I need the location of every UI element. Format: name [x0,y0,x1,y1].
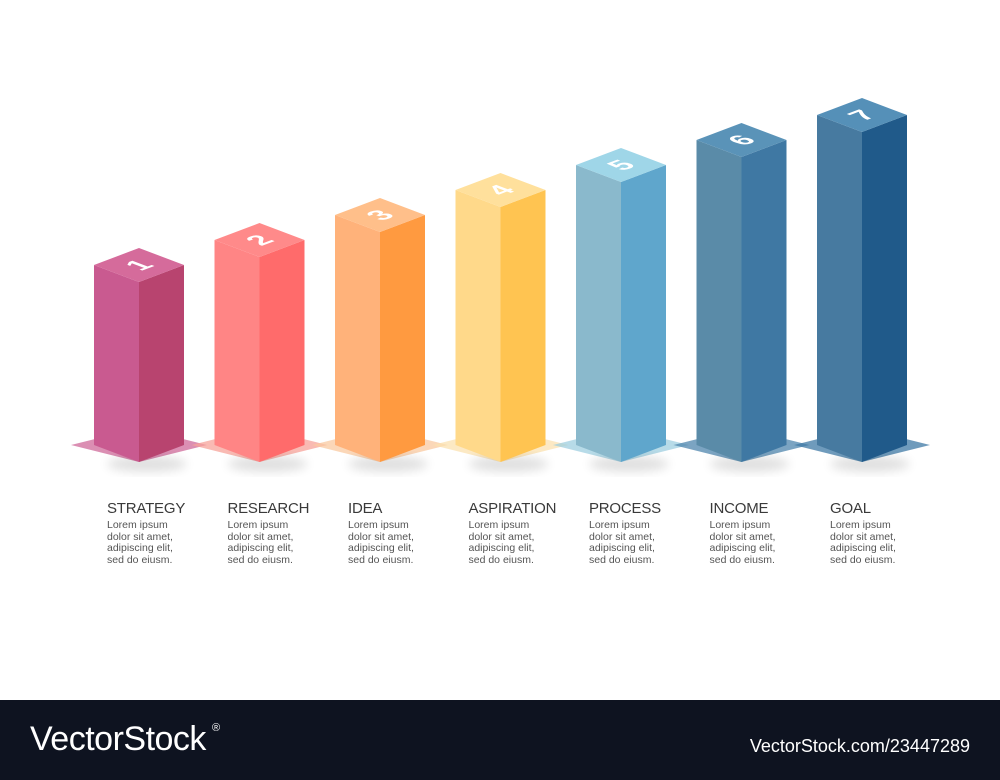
bar-left-face [817,115,862,462]
step-title: GOAL [830,500,871,517]
bar-right-face [259,240,305,462]
step-title: PROCESS [589,500,661,517]
step-description-line: adipiscing elit, [468,542,535,554]
bar-right-face [621,165,666,462]
step-title: RESEARCH [227,500,310,517]
step-description-line: sed do eiusm. [348,553,414,566]
step-description-line: sed do eiusm. [830,553,896,566]
bar-step-7: 7 [794,98,930,472]
step-description-line: dolor sit amet, [709,530,776,543]
bar-step-2: 2 [191,223,328,472]
bar-right-face [139,265,184,462]
step-description-line: sed do eiusm. [589,553,655,566]
step-description-line: Lorem ipsum [227,519,289,531]
bar-right-face [741,140,787,462]
step-description-line: dolor sit amet, [348,530,414,543]
bar-left-face [94,265,139,462]
step-description-line: adipiscing elit, [709,542,776,554]
step-description-line: Lorem ipsum [468,519,530,531]
step-description-line: adipiscing elit, [830,542,896,554]
step-title: IDEA [348,500,383,517]
bar-top-face [335,198,425,232]
bar-step-3: 3 [312,198,448,472]
bar-right-face [862,115,907,462]
step-caption-6: INCOME Lorem ipsum dolor sit amet, adipisci… [710,500,820,566]
step-description-line: adipiscing elit, [227,542,294,554]
bar-drop-shadow [830,456,910,472]
step-description-line: Lorem ipsum [589,519,650,531]
bar-top-face [817,98,907,132]
bar-left-face [576,165,621,462]
step-description-line: sed do eiusm. [709,553,775,566]
step-description-line: Lorem ipsum [107,519,168,531]
bar-step-6: 6 [673,123,810,472]
image-id-text: VectorStock.com/23447289 [749,736,970,756]
bar-left-face [696,140,742,462]
step-description-line: adipiscing elit, [107,542,173,554]
step-description-line: sed do eiusm. [107,553,173,566]
step-title: INCOME [709,500,769,517]
bar-top-face [94,248,184,282]
bar-left-face [214,240,260,462]
watermark-footer: VectorStock ® VectorStock.com/23447289 [0,700,1000,780]
bar-top-face [696,123,787,157]
step-description-line: dolor sit amet, [227,530,294,543]
step-caption-4: ASPIRATION Lorem ipsum dolor sit amet, adip… [469,500,579,566]
bar-drop-shadow [227,456,308,472]
bar-step-4: 4 [432,173,569,472]
bar-drop-shadow [468,456,549,472]
step-description-line: dolor sit amet, [589,530,655,543]
step-description-line: adipiscing elit, [589,542,655,554]
step-caption-2: RESEARCH Lorem ipsum dolor sit amet, adipis… [228,500,338,566]
bar-drop-shadow [709,456,790,472]
bar-top-face [455,173,546,207]
step-description-line: Lorem ipsum [830,519,891,531]
step-description-line: dolor sit amet, [830,530,896,543]
step-description-line: sed do eiusm. [227,553,293,566]
bar-right-face [500,190,546,462]
bar-drop-shadow [589,456,669,472]
bar-top-face [576,148,666,182]
bar-left-face [455,190,501,462]
step-caption-5: PROCESS Lorem ipsum dolor sit amet, adipisc… [589,500,699,566]
bar-drop-shadow [107,456,187,472]
bar-step-1: 1 [71,248,207,472]
bar-top-face [214,223,305,257]
step-caption-3: IDEA Lorem ipsum dolor sit amet, adipiscing… [348,500,458,566]
brand-logo-text: VectorStock [30,720,206,758]
bar-drop-shadow [348,456,428,472]
step-caption-1: STRATEGY Lorem ipsum dolor sit amet, adipis… [107,500,217,566]
bar-step-5: 5 [553,148,689,472]
step-title: ASPIRATION [468,500,557,517]
step-description-line: dolor sit amet, [468,530,535,543]
bar-left-face [335,215,380,462]
step-description-line: adipiscing elit, [348,542,414,554]
step-description-line: sed do eiusm. [468,553,534,566]
step-description-line: dolor sit amet, [107,530,173,543]
step-description-line: Lorem ipsum [348,519,409,531]
step-description-line: Lorem ipsum [709,519,771,531]
registered-mark: ® [212,722,221,734]
bar-right-face [380,215,425,462]
step-caption-7: GOAL Lorem ipsum dolor sit amet, adipiscing… [830,500,940,566]
step-title: STRATEGY [107,500,186,517]
